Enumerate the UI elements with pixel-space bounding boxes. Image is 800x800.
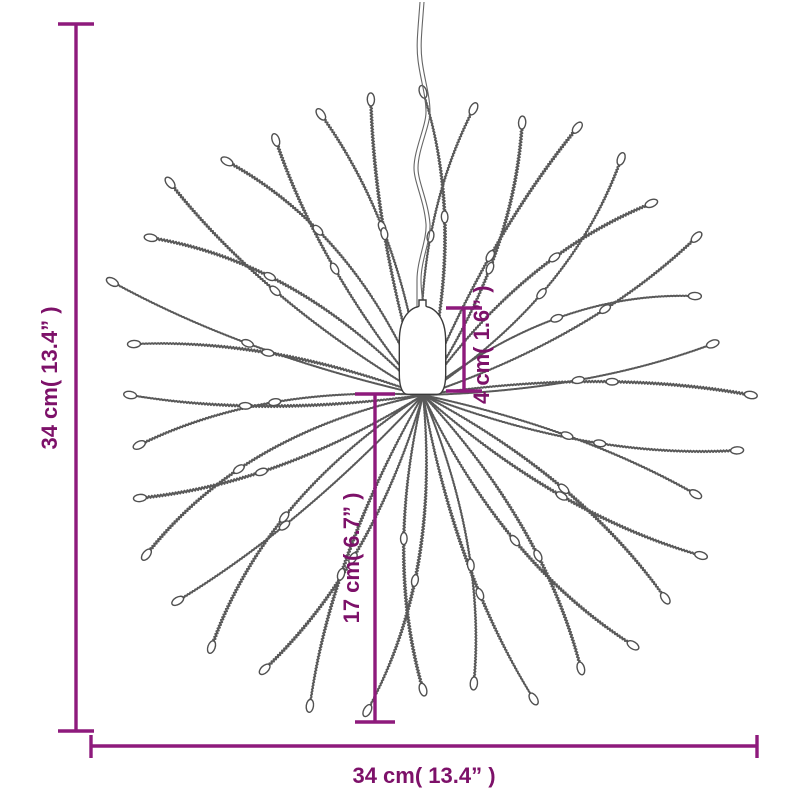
svg-text:4 cm( 1.6” ): 4 cm( 1.6” )	[469, 285, 494, 404]
svg-text:34 cm( 13.4” ): 34 cm( 13.4” )	[352, 763, 495, 788]
svg-text:17 cm( 6.7” ): 17 cm( 6.7” )	[339, 493, 364, 624]
svg-text:34 cm( 13.4” ): 34 cm( 13.4” )	[37, 306, 62, 449]
